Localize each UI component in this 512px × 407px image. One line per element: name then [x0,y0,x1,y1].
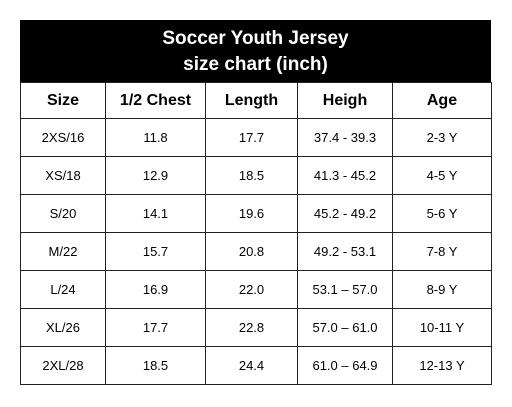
table-cell: L/24 [20,270,106,309]
column-header: Length [205,82,298,119]
table-cell: 5-6 Y [392,194,492,233]
title-banner: Soccer Youth Jersey size chart (inch) [20,20,491,82]
table-cell: 37.4 - 39.3 [297,118,393,157]
table-cell: 17.7 [105,308,206,347]
table-row: L/24 16.9 22.0 53.1 – 57.0 8-9 Y [20,270,492,309]
table-cell: 12-13 Y [392,346,492,385]
table-cell: 2XL/28 [20,346,106,385]
table-cell: 2XS/16 [20,118,106,157]
table-cell: 8-9 Y [392,270,492,309]
table-cell: 45.2 - 49.2 [297,194,393,233]
table-cell: 24.4 [205,346,298,385]
table-cell: 53.1 – 57.0 [297,270,393,309]
table-row: XS/18 12.9 18.5 41.3 - 45.2 4-5 Y [20,156,492,195]
table-cell: S/20 [20,194,106,233]
table-cell: 7-8 Y [392,232,492,271]
table-row: XL/26 17.7 22.8 57.0 – 61.0 10-11 Y [20,308,492,347]
table-cell: 17.7 [205,118,298,157]
table-body: 2XS/16 11.8 17.7 37.4 - 39.3 2-3 Y XS/18 12.9 1… [20,118,492,385]
table-row: 2XL/28 18.5 24.4 61.0 – 64.9 12-13 Y [20,346,492,385]
table-cell: 10-11 Y [392,308,492,347]
column-header: Heigh [297,82,393,119]
table-cell: 41.3 - 45.2 [297,156,393,195]
table-cell: 61.0 – 64.9 [297,346,393,385]
table-cell: 14.1 [105,194,206,233]
size-table: Size 1/2 Chest Length Heigh Age 2XS/16 11.8 17… [20,82,492,385]
title-line: size chart (inch) [183,54,328,75]
table-cell: XL/26 [20,308,106,347]
table-row: 2XS/16 11.8 17.7 37.4 - 39.3 2-3 Y [20,118,492,157]
table-cell: 4-5 Y [392,156,492,195]
table-cell: M/22 [20,232,106,271]
header-row: Size 1/2 Chest Length Heigh Age [20,82,492,119]
table-cell: XS/18 [20,156,106,195]
column-header: Size [20,82,106,119]
table-row: S/20 14.1 19.6 45.2 - 49.2 5-6 Y [20,194,492,233]
table-cell: 57.0 – 61.0 [297,308,393,347]
table-cell: 15.7 [105,232,206,271]
table-cell: 2-3 Y [392,118,492,157]
table-cell: 49.2 - 53.1 [297,232,393,271]
table-cell: 18.5 [205,156,298,195]
table-row: M/22 15.7 20.8 49.2 - 53.1 7-8 Y [20,232,492,271]
title-line: Soccer Youth Jersey [162,28,349,49]
table-cell: 12.9 [105,156,206,195]
table-cell: 22.0 [205,270,298,309]
table-cell: 18.5 [105,346,206,385]
table-cell: 19.6 [205,194,298,233]
table-cell: 11.8 [105,118,206,157]
column-header: 1/2 Chest [105,82,206,119]
column-header: Age [392,82,492,119]
table-cell: 22.8 [205,308,298,347]
table-cell: 16.9 [105,270,206,309]
table-cell: 20.8 [205,232,298,271]
size-chart: Soccer Youth Jersey size chart (inch) Si… [20,20,492,385]
